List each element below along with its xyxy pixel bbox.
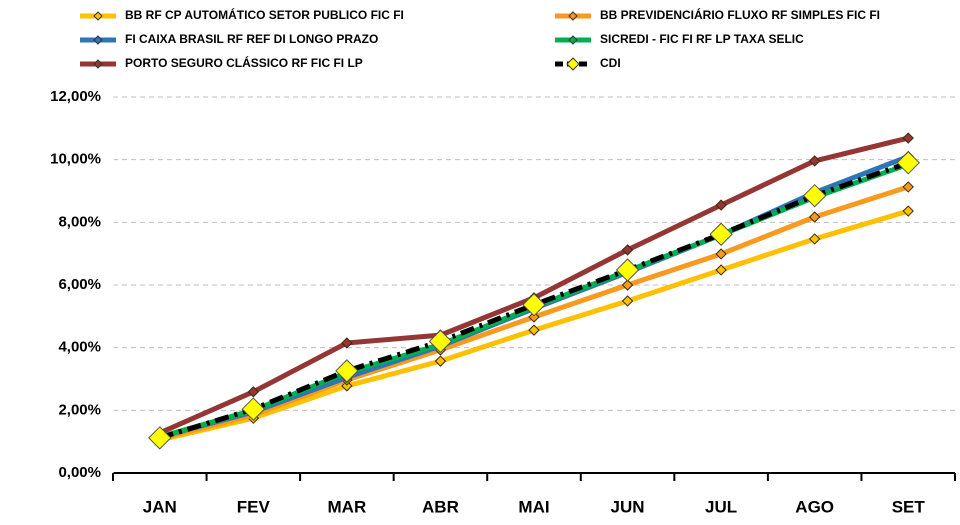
x-tick-label: JAN [143, 497, 177, 516]
legend-label: PORTO SEGURO CLÁSSICO RF FIC FI LP [125, 55, 363, 70]
legend-marker [93, 35, 103, 45]
legend-label: FI CAIXA BRASIL RF REF DI LONGO PRAZO [125, 32, 378, 46]
data-point [615, 258, 640, 282]
data-point [528, 324, 540, 336]
data-point [709, 222, 733, 246]
x-tick-label: JUL [705, 497, 737, 516]
y-tick-label: 4,00% [58, 339, 101, 356]
legend-marker [568, 35, 578, 45]
data-point [247, 386, 260, 398]
data-point [148, 426, 172, 450]
y-tick-label: 2,00% [58, 401, 101, 418]
y-tick-label: 10,00% [50, 151, 101, 168]
x-tick-label: AGO [795, 497, 834, 516]
data-point [434, 355, 447, 367]
legend-label: BB RF CP AUTOMÁTICO SETOR PUBLICO FIC FI [125, 7, 404, 22]
x-tick-label: MAI [518, 497, 549, 516]
data-point [621, 279, 634, 291]
series-line [158, 135, 909, 436]
x-tick-label: JUN [611, 497, 645, 516]
data-point [808, 233, 821, 245]
x-tick-label: FEV [237, 497, 271, 516]
legend-marker [568, 11, 578, 21]
data-point [715, 199, 727, 211]
data-point [902, 132, 914, 144]
data-point [241, 397, 266, 421]
x-tick-label: MAR [328, 497, 367, 516]
data-point [528, 311, 540, 323]
data-point [428, 329, 453, 354]
data-point [335, 359, 359, 383]
data-point [902, 205, 914, 217]
legend-label: CDI [600, 56, 621, 70]
data-point [802, 183, 827, 208]
legend-label: SICREDI - FIC FI RF LP TAXA SELIC [600, 32, 804, 46]
legend-marker [93, 11, 103, 21]
data-point [621, 244, 634, 256]
data-point [896, 151, 920, 175]
data-point [808, 155, 821, 167]
x-tick-label: ABR [422, 497, 459, 516]
data-point [902, 181, 914, 193]
data-point [341, 337, 353, 349]
legend: BB RF CP AUTOMÁTICO SETOR PUBLICO FIC FI… [80, 7, 880, 71]
data-point [715, 264, 727, 276]
data-point [808, 211, 821, 223]
y-tick-label: 12,00% [50, 88, 101, 105]
data-point [715, 248, 727, 260]
legend-marker [93, 59, 103, 69]
x-tick-label: SET [892, 497, 926, 516]
y-tick-label: 8,00% [58, 213, 101, 230]
data-point [621, 295, 634, 307]
legend-marker [566, 57, 580, 71]
legend-label: BB PREVIDENCIÁRIO FLUXO RF SIMPLES FIC F… [600, 7, 880, 22]
y-tick-label: 6,00% [58, 276, 101, 293]
data-point [522, 293, 546, 317]
y-tick-label: 0,00% [58, 464, 101, 481]
